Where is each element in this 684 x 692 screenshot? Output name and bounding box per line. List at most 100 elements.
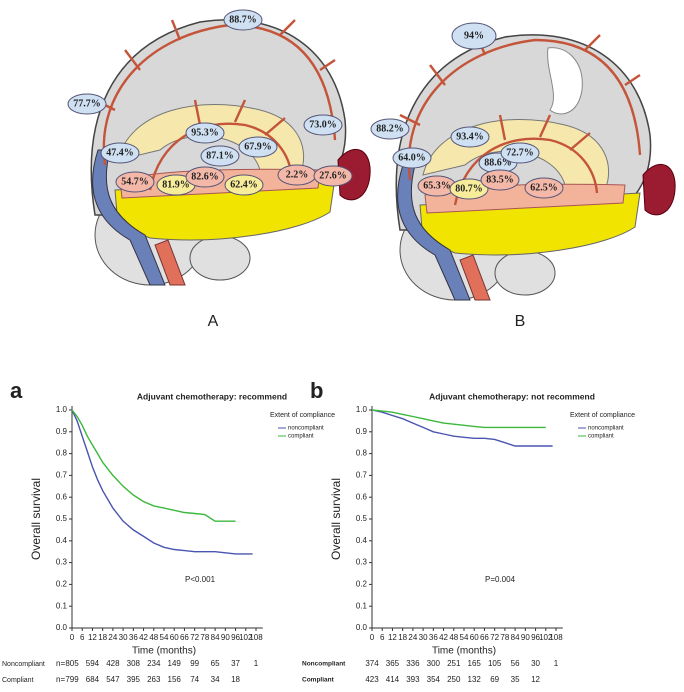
legend-title: Extent of compliance [270,412,335,419]
x-tick-label: 102 [239,633,253,642]
risk-count: 132 [468,675,482,684]
survival-curve [71,409,236,522]
percent-label: 64.0% [398,152,426,163]
label-bubble [223,9,263,31]
x-tick-label: 24 [408,633,417,642]
risk-row-label: Compliant [302,677,335,684]
y-tick-label: 0.2 [56,580,68,589]
y-tick-label: 0.3 [356,558,368,567]
y-tick-label: 0.6 [56,492,68,501]
risk-count: 300 [427,659,441,668]
x-tick-label: 90 [521,633,530,642]
risk-row-label: Noncompliant [2,661,45,668]
label-bubble [480,169,520,191]
x-tick-label: 0 [370,633,375,642]
percent-label: 80.7% [455,183,483,194]
y-tick-label: 0.1 [56,601,68,610]
label-bubble [185,166,225,188]
percent-label: 82.6% [191,171,219,182]
risk-count: 74 [190,675,199,684]
y-tick-label: 0.8 [56,449,68,458]
risk-count: 799 [65,675,79,684]
risk-row-label: Compliant [2,677,34,684]
x-tick-label: 96 [231,633,240,642]
risk-count: 250 [447,675,461,684]
x-tick-label: 72 [490,633,499,642]
risk-count: 594 [86,659,100,668]
risk-count: 156 [168,675,182,684]
percent-label: 72.7% [506,147,534,158]
risk-count: 35 [511,675,520,684]
x-tick-label: 12 [388,633,397,642]
risk-count: 105 [488,659,502,668]
x-tick-label: 0 [70,633,75,642]
x-tick-label: 96 [531,633,540,642]
y-tick-label: 0.6 [356,492,368,501]
x-tick-label: 54 [460,633,469,642]
percent-label: 81.9% [162,179,190,190]
y-tick-label: 0.4 [356,536,368,545]
risk-count: 165 [468,659,482,668]
risk-count: 37 [231,659,240,668]
percent-label: 65.3% [423,180,451,191]
x-tick-label: 54 [160,633,169,642]
risk-count: 805 [65,659,79,668]
risk-count: 1 [254,659,259,668]
x-tick-label: 42 [439,633,448,642]
percent-label: 62.4% [230,179,258,190]
x-tick-label: 108 [549,633,563,642]
y-tick-label: 0.0 [56,623,68,632]
anatomy-b [395,33,677,302]
x-tick-label: 18 [98,633,107,642]
risk-count: 428 [106,659,120,668]
x-tick-label: 78 [200,633,209,642]
annotation: P=0.004 [485,575,516,584]
label-bubble [115,171,155,193]
risk-count: 393 [406,675,420,684]
y-tick-label: 1.0 [356,405,368,414]
risk-count: 149 [168,659,182,668]
x-tick-label: 60 [470,633,479,642]
risk-count: 395 [127,675,141,684]
label-bubble [370,118,410,140]
x-tick-label: 102 [539,633,553,642]
label-bubble [100,142,140,164]
risk-count: 56 [511,659,520,668]
risk-count: 65 [211,659,220,668]
y-tick-label: 0.5 [356,514,368,523]
panel-label: A [208,313,219,330]
y-tick-label: 1.0 [56,405,68,414]
y-tick-label: 0.3 [56,558,68,567]
risk-count: 547 [106,675,120,684]
y-tick-label: 0.7 [356,471,368,480]
percent-label: 54.7% [121,176,149,187]
risk-count: 365 [386,659,400,668]
risk-count: 12 [531,675,540,684]
label-bubble [500,142,540,164]
x-tick-label: 90 [221,633,230,642]
x-tick-label: 30 [119,633,128,642]
label-bubble [200,145,240,167]
percent-label: 93.4% [456,131,484,142]
x-tick-label: 36 [429,633,438,642]
percent-label: 67.9% [244,141,272,152]
x-tick-label: 48 [149,633,158,642]
x-tick-label: 84 [211,633,220,642]
label-bubble [313,165,353,187]
legend-label: compliant [588,434,614,440]
x-axis-label: Time (months) [132,646,196,657]
risk-prefix: n= [56,675,65,684]
x-tick-label: 60 [170,633,179,642]
label-bubble [303,114,343,136]
panel-letter: b [310,378,323,403]
risk-row-label: Noncompliant [302,661,346,668]
legend-label: noncompliant [288,426,324,432]
x-tick-label: 42 [139,633,148,642]
chart-title: Adjuvant chemotherapy: not recommend [429,391,595,401]
label-bubble [185,122,225,144]
risk-count: 308 [127,659,141,668]
label-bubble [524,177,564,199]
percent-label: 88.7% [229,14,257,25]
x-tick-label: 6 [380,633,385,642]
percent-label: 73.0% [309,119,337,130]
